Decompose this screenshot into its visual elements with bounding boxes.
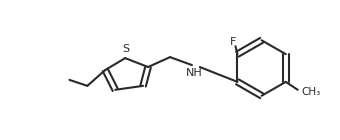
Text: F: F <box>230 37 237 47</box>
Text: S: S <box>123 44 130 54</box>
Text: NH: NH <box>186 68 202 78</box>
Text: CH₃: CH₃ <box>302 87 321 97</box>
